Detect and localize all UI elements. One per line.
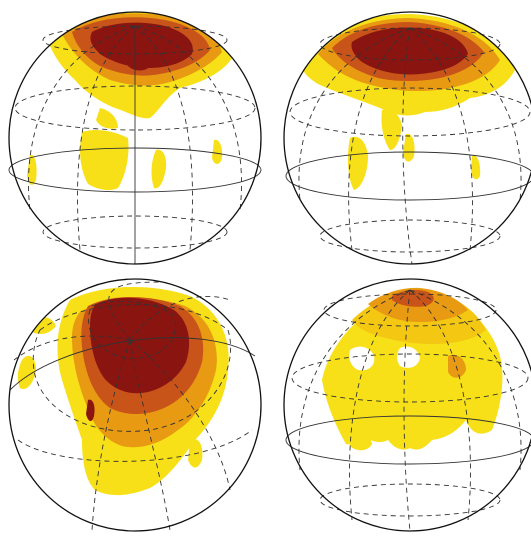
heat-light-streak — [96, 108, 118, 129]
meridian-line — [77, 25, 136, 251]
equator-line — [285, 151, 531, 201]
meridian-line — [129, 339, 171, 531]
sphere-bottom-right-heatmap — [322, 287, 503, 451]
meridian-line — [409, 27, 473, 251]
heat-light-streak — [80, 130, 129, 191]
heat-light-streak — [350, 429, 372, 451]
heat-orange-patch — [448, 354, 466, 378]
sphere-bottom-left-grid — [9, 281, 256, 531]
meridian-line — [409, 289, 522, 471]
meridian-line — [298, 289, 411, 471]
sphere-top-left-heatmap — [27, 12, 235, 191]
latitude-line — [14, 85, 256, 131]
heat-light-streak — [212, 139, 223, 164]
meridian-line — [13, 335, 131, 361]
latitude-line — [289, 87, 531, 137]
meridian-line — [129, 339, 231, 491]
latitude-line — [32, 303, 232, 432]
heat-light-streak — [471, 155, 481, 180]
heat-dark-streak — [86, 399, 95, 422]
heat-light-streak — [17, 355, 36, 390]
meridian-line — [402, 27, 413, 265]
sphere-top-left — [8, 11, 262, 265]
sphere-top-left-grid — [8, 25, 262, 264]
heat-dark-core — [128, 50, 150, 71]
heat-light-streak — [381, 109, 402, 150]
meridian-line — [28, 25, 136, 211]
sphere-bottom-left — [8, 278, 262, 532]
sphere-bottom-left-heatmap — [17, 286, 229, 496]
heat-dark-core — [90, 22, 193, 68]
sphere-bottom-right-outline — [283, 278, 531, 532]
equator-line — [285, 415, 531, 465]
meridian-line — [348, 27, 411, 251]
meridian-line — [298, 27, 411, 201]
latitude-line — [42, 215, 228, 249]
heat-dark-core — [90, 297, 190, 394]
meridian-line — [91, 339, 131, 531]
sphere-top-left-outline — [8, 11, 262, 265]
heat-light-streak — [151, 149, 167, 189]
meridian-line — [134, 25, 193, 251]
latitude-line — [323, 293, 497, 327]
latitude-line — [291, 353, 529, 403]
latitude-line — [88, 300, 177, 359]
sphere-top-right-grid — [285, 27, 531, 265]
meridian-line — [134, 25, 242, 211]
sphere-bottom-right — [283, 278, 531, 532]
meridian-line — [108, 281, 161, 341]
sphere-bottom-right-grid — [285, 289, 531, 532]
sphere-top-right-outline — [283, 11, 531, 265]
latitude-line — [319, 483, 501, 517]
heat-light-streak — [403, 133, 415, 162]
latitude-line — [319, 219, 501, 253]
heat-light-streak — [347, 136, 368, 190]
meridian-line — [403, 289, 411, 532]
sphere-top-right — [283, 11, 531, 265]
meridian-line — [409, 27, 522, 201]
latitude-line — [17, 429, 253, 462]
meridian-line — [349, 289, 411, 521]
sphere-bottom-left-outline — [8, 278, 262, 532]
meridian-line — [129, 295, 231, 341]
meridian-line — [409, 289, 471, 521]
